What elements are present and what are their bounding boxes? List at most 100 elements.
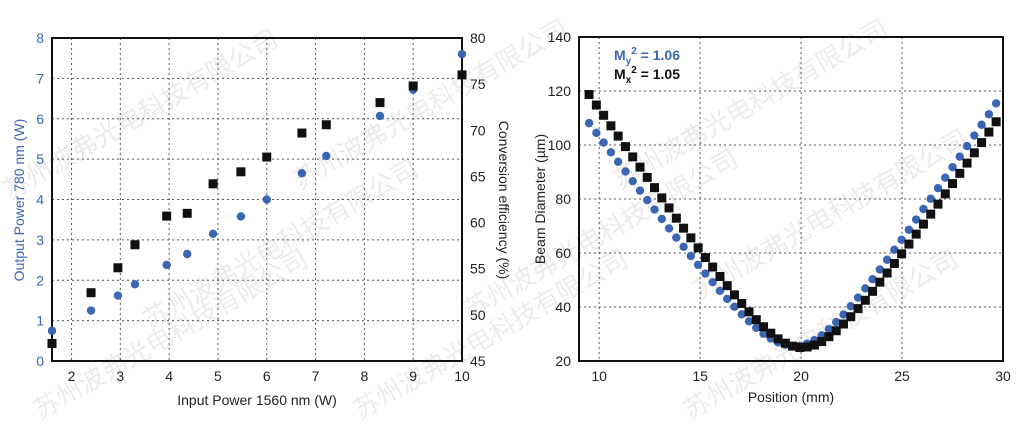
data-point-square — [236, 167, 246, 177]
data-point-circle — [962, 141, 972, 151]
y-tick-label: 1 — [36, 313, 44, 329]
data-point-square — [408, 81, 418, 91]
data-point-square — [984, 127, 994, 137]
y2-tick-label: 50 — [470, 307, 486, 323]
y-tick-label: 40 — [555, 299, 571, 315]
data-point-square — [606, 121, 616, 131]
x-tick-label: 2 — [68, 368, 76, 384]
data-point-square — [991, 117, 1001, 127]
data-point-circle — [948, 162, 957, 172]
x-tick-label: 3 — [116, 368, 124, 384]
data-point-square — [759, 322, 769, 332]
data-point-circle — [744, 317, 754, 326]
data-point-square — [700, 253, 710, 263]
plot-frame — [578, 36, 1004, 362]
data-point-square — [642, 172, 652, 182]
data-point-circle — [262, 195, 271, 204]
x-axis-label: Position (mm) — [748, 389, 834, 405]
data-point-circle — [941, 173, 950, 182]
data-point-square — [693, 243, 703, 253]
data-point-square — [940, 189, 950, 199]
data-point-square — [715, 271, 725, 281]
x-tick-label: 10 — [454, 368, 470, 384]
y-axis-label: Output Power 780 nm (W) — [11, 119, 27, 282]
data-point-square — [86, 288, 96, 298]
x-tick-label: 30 — [995, 368, 1011, 384]
x-tick-label: 6 — [263, 368, 271, 384]
x-tick-label: 10 — [591, 368, 607, 384]
data-point-circle — [730, 302, 739, 311]
data-point-square — [853, 304, 863, 314]
data-point-square — [933, 199, 943, 209]
data-point-circle — [592, 128, 601, 138]
data-point-square — [817, 337, 827, 347]
data-point-square — [838, 319, 848, 329]
data-point-square — [130, 240, 140, 250]
data-point-square — [969, 148, 979, 158]
data-point-circle — [861, 284, 870, 293]
y-axis-label: Beam Diameter (µm) — [532, 134, 548, 264]
data-point-square — [628, 152, 638, 162]
data-point-square — [584, 90, 594, 100]
data-point-circle — [457, 49, 467, 59]
data-point-circle — [606, 148, 616, 157]
y-tick-label: 140 — [548, 29, 572, 45]
data-point-circle — [933, 184, 943, 193]
data-point-square — [729, 290, 739, 300]
y2-tick-label: 65 — [470, 168, 486, 184]
y2-tick-label: 75 — [470, 76, 486, 92]
data-point-circle — [839, 310, 848, 319]
data-point-circle — [715, 286, 725, 295]
data-point-circle — [708, 277, 717, 287]
data-point-circle — [970, 131, 979, 140]
y-tick-label: 8 — [36, 30, 44, 46]
x-tick-label: 15 — [692, 368, 708, 384]
watermark-text: 苏州波弗光电科技有限公司 — [138, 153, 423, 335]
y-tick-label: 7 — [36, 70, 44, 86]
y-tick-label: 6 — [36, 111, 44, 127]
x-tick-label: 9 — [409, 368, 417, 384]
data-point-circle — [853, 293, 863, 302]
plot-frame — [51, 37, 463, 362]
x-tick-label: 7 — [312, 368, 320, 384]
x-axis-label: Input Power 1560 nm (W) — [177, 392, 337, 408]
data-point-circle — [113, 291, 123, 300]
data-point-square — [882, 268, 892, 278]
data-point-circle — [846, 301, 855, 311]
y2-tick-label: 70 — [470, 122, 486, 138]
data-point-circle — [926, 194, 935, 203]
data-point-square — [297, 128, 307, 138]
data-point-square — [671, 213, 681, 223]
data-point-square — [708, 262, 718, 272]
data-point-circle — [890, 245, 899, 254]
x-tick-label: 25 — [894, 368, 910, 384]
data-point-square — [911, 229, 921, 239]
data-point-square — [599, 110, 609, 120]
data-point-square — [591, 100, 601, 110]
data-point-square — [375, 98, 385, 108]
data-point-circle — [47, 326, 57, 335]
y2-tick-label: 55 — [470, 261, 486, 277]
y2-tick-label: 80 — [470, 30, 486, 46]
data-point-square — [650, 183, 660, 193]
data-point-circle — [664, 224, 674, 233]
y-tick-label: 20 — [555, 353, 571, 369]
y2-tick-label: 45 — [470, 353, 486, 369]
x-tick-label: 5 — [214, 368, 222, 384]
data-point-circle — [130, 280, 140, 289]
data-point-square — [737, 298, 747, 308]
data-point-circle — [635, 186, 645, 195]
data-point-circle — [643, 195, 652, 205]
y-tick-label: 4 — [36, 192, 44, 208]
data-point-circle — [722, 294, 732, 304]
data-point-square — [926, 209, 936, 219]
y-tick-label: 5 — [36, 151, 44, 167]
data-point-square — [773, 334, 783, 344]
y-tick-label: 2 — [36, 272, 44, 288]
data-point-square — [824, 332, 834, 342]
data-point-square — [897, 249, 907, 259]
data-point-square — [955, 168, 965, 178]
data-point-square — [664, 203, 674, 213]
data-point-square — [47, 338, 57, 348]
data-point-square — [962, 158, 972, 168]
